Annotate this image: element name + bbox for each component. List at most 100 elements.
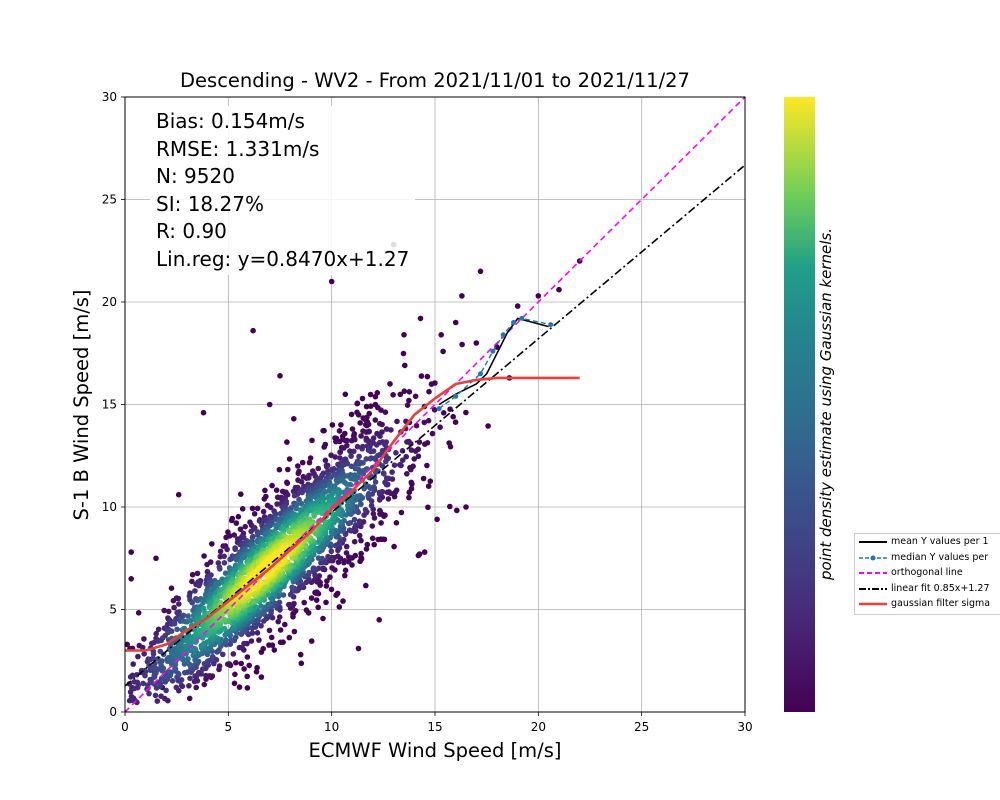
data-point xyxy=(322,457,329,464)
data-point xyxy=(363,403,370,410)
data-point xyxy=(295,463,301,469)
data-point xyxy=(203,672,209,679)
data-point xyxy=(158,637,164,644)
data-point xyxy=(238,491,244,498)
data-point xyxy=(209,653,216,660)
data-point xyxy=(237,526,244,532)
data-point xyxy=(389,469,395,475)
data-point xyxy=(235,513,242,520)
data-point xyxy=(220,651,226,658)
data-point xyxy=(227,533,233,539)
data-point xyxy=(291,600,297,607)
data-point xyxy=(217,566,223,572)
data-point xyxy=(463,504,469,510)
data-point xyxy=(232,671,238,678)
data-point xyxy=(459,293,465,299)
data-point xyxy=(427,478,434,485)
data-point xyxy=(343,481,350,487)
data-point xyxy=(385,496,392,502)
data-point xyxy=(324,578,330,584)
data-point xyxy=(366,429,372,435)
data-point xyxy=(351,538,358,545)
data-point xyxy=(344,460,351,467)
data-point xyxy=(454,507,460,514)
data-point xyxy=(440,348,446,355)
data-point xyxy=(447,503,453,510)
data-point xyxy=(277,639,284,646)
data-point xyxy=(406,397,412,404)
data-point xyxy=(154,698,161,704)
data-point xyxy=(315,555,322,561)
data-point xyxy=(291,628,298,635)
data-point xyxy=(263,615,270,622)
stat-bias: Bias: 0.154m/s xyxy=(156,109,305,133)
data-point xyxy=(225,661,231,667)
median-marker xyxy=(548,322,554,328)
data-point xyxy=(342,391,349,398)
data-point xyxy=(356,518,363,524)
data-point xyxy=(175,491,182,498)
data-point xyxy=(383,458,389,465)
data-point xyxy=(155,626,162,633)
data-point xyxy=(308,638,315,644)
data-point xyxy=(323,583,330,589)
legend-item-orthogonal: orthogonal line xyxy=(855,565,1000,581)
data-point xyxy=(175,595,182,602)
data-point xyxy=(315,465,322,472)
data-point xyxy=(199,666,206,672)
data-point xyxy=(348,453,354,459)
data-point xyxy=(267,504,274,511)
data-point xyxy=(320,565,327,571)
data-point xyxy=(186,683,192,689)
data-point xyxy=(310,565,317,571)
data-point xyxy=(254,505,261,512)
data-point xyxy=(356,453,362,460)
data-point xyxy=(447,406,453,413)
data-point xyxy=(337,455,343,461)
data-point xyxy=(189,578,195,585)
data-point xyxy=(393,450,399,456)
data-point xyxy=(221,553,227,560)
data-point xyxy=(321,444,328,450)
data-point xyxy=(228,517,235,524)
data-point xyxy=(418,373,425,379)
data-point xyxy=(130,695,137,701)
data-point xyxy=(345,506,351,513)
data-point xyxy=(367,455,374,462)
data-point xyxy=(306,459,313,466)
data-point xyxy=(299,489,306,496)
data-point xyxy=(323,599,329,606)
data-point xyxy=(216,663,223,669)
data-point xyxy=(371,515,378,521)
data-point xyxy=(298,479,305,485)
data-point xyxy=(494,344,500,350)
data-point xyxy=(286,601,292,608)
median-marker xyxy=(519,315,525,321)
data-point xyxy=(367,391,374,398)
data-point xyxy=(356,532,363,539)
data-point xyxy=(355,412,362,418)
x-tick-label: 30 xyxy=(737,720,752,734)
data-point xyxy=(135,653,141,660)
stat-rmse: RMSE: 1.331m/s xyxy=(156,136,320,161)
y-tick-label: 30 xyxy=(102,90,117,104)
data-point xyxy=(285,466,291,473)
data-point xyxy=(266,642,272,648)
legend-item-gaussian: gaussian filter sigma xyxy=(855,596,1000,612)
legend: mean Y values per 1 median Y values per … xyxy=(854,533,1000,615)
data-point xyxy=(401,332,407,338)
data-point xyxy=(345,558,352,565)
data-point xyxy=(241,554,248,561)
data-point xyxy=(233,520,240,526)
data-point xyxy=(323,463,330,470)
data-point xyxy=(372,456,379,463)
data-point xyxy=(268,634,275,641)
data-point xyxy=(236,644,243,651)
data-point xyxy=(357,420,364,426)
data-point xyxy=(351,516,358,523)
legend-item-linear-fit: linear fit 0.85x+1.27 xyxy=(855,581,1000,597)
data-point xyxy=(337,449,344,456)
data-point xyxy=(266,401,273,408)
data-point xyxy=(163,687,169,694)
